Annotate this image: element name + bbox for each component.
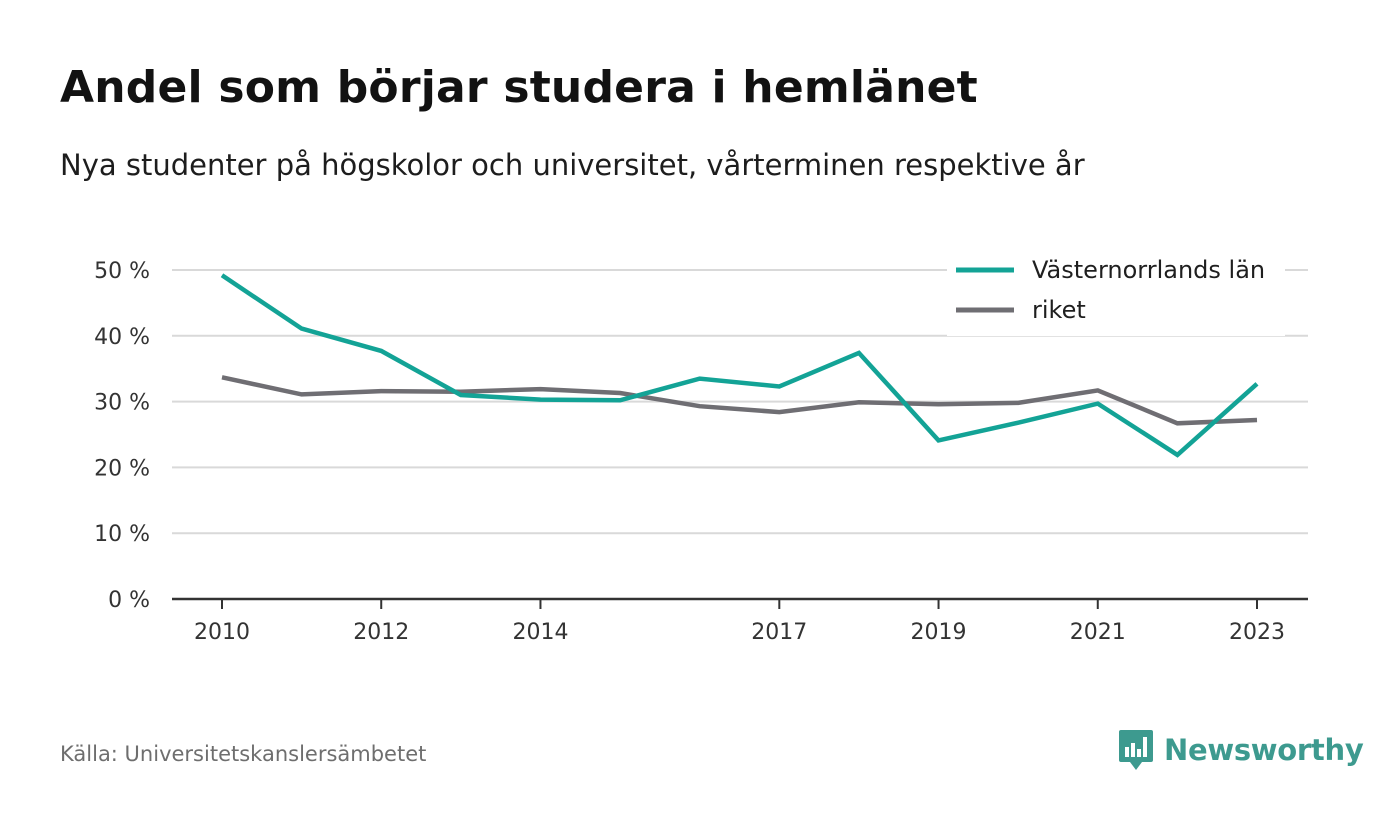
series-line-riket (221, 375, 1258, 426)
series-lines (220, 273, 1259, 458)
line-chart: 0 % 10 % 20 % 30 % 40 % 50 % 2010 2012 2014 2017… (94, 250, 1308, 645)
x-tick-label: 2021 (1070, 620, 1126, 645)
x-axis-tick-labels: 2010 2012 2014 2017 2019 2021 2023 (194, 599, 1285, 645)
bar-chart-speech-bubble-icon (1119, 730, 1153, 770)
x-tick-label: 2023 (1229, 620, 1285, 645)
chart-title: Andel som börjar studera i hemlänet (60, 62, 978, 113)
y-tick-label: 30 % (94, 391, 150, 416)
x-tick-label: 2019 (911, 620, 967, 645)
legend-label: Västernorrlands län (1032, 256, 1265, 284)
brand-logo: Newsworthy (1118, 727, 1364, 773)
y-tick-label: 50 % (94, 259, 150, 284)
brand-name: Newsworthy (1164, 733, 1364, 767)
y-tick-label: 40 % (94, 325, 150, 350)
legend: Västernorrlands län riket (947, 250, 1285, 336)
y-tick-label: 0 % (108, 588, 150, 613)
y-tick-label: 10 % (94, 522, 150, 547)
x-tick-label: 2010 (194, 620, 250, 645)
x-tick-label: 2017 (751, 620, 807, 645)
x-tick-label: 2012 (353, 620, 409, 645)
legend-background (947, 250, 1285, 336)
x-tick-label: 2014 (512, 620, 568, 645)
source-note: Källa: Universitetskanslersämbetet (60, 742, 427, 766)
y-axis-tick-labels: 0 % 10 % 20 % 30 % 40 % 50 % (94, 259, 150, 613)
series-line-vasternorrland (220, 273, 1259, 458)
legend-label: riket (1032, 296, 1086, 324)
y-tick-label: 20 % (94, 456, 150, 481)
chart-subtitle: Nya studenter på högskolor och universit… (60, 148, 1085, 182)
